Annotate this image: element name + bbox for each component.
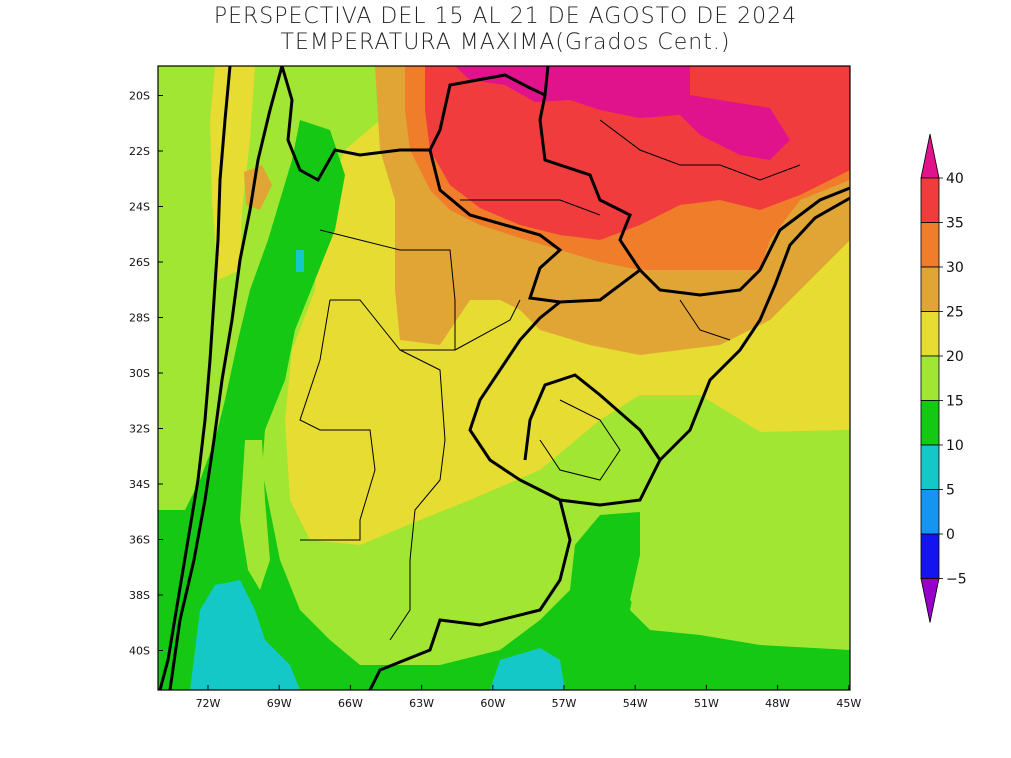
lat-label: 36S: [129, 534, 150, 547]
lat-label: 32S: [129, 423, 150, 436]
lat-label: 28S: [129, 312, 150, 325]
colorbar-label: −5: [946, 572, 967, 588]
lat-label: 26S: [129, 256, 150, 269]
temperature-field: [158, 66, 850, 690]
map-title: PERSPECTIVA DEL 15 AL 21 DE AGOSTO DE 20…: [213, 4, 798, 29]
colorbar-segment: [920, 177, 940, 223]
colorbar-label: 30: [946, 260, 964, 276]
colorbar-label: 25: [946, 305, 964, 321]
colorbar-segment: [920, 533, 940, 579]
lat-label: 24S: [129, 201, 150, 214]
colorbar-label: 35: [946, 216, 964, 232]
colorbar-label: 0: [946, 527, 955, 543]
colorbar-label: 40: [946, 171, 964, 187]
colorbar-segment: [920, 355, 940, 401]
lon-label: 66W: [338, 697, 363, 710]
lat-label: 34S: [129, 478, 150, 491]
lon-label: 57W: [552, 697, 577, 710]
longitude-axis: 72W 69W 66W 63W 60W 57W 54W 51W 48W 45W: [196, 685, 861, 710]
colorbar-bottom-triangle: [920, 578, 940, 623]
lon-label: 60W: [480, 697, 505, 710]
colorbar-segment: [920, 400, 940, 446]
colorbar-segment: [920, 311, 940, 357]
lat-label: 30S: [129, 367, 150, 380]
latitude-axis: 20S 22S 24S 26S 28S 30S 32S 34S 36S 38S 40S: [129, 90, 163, 658]
colorbar-segment: [920, 444, 940, 490]
borders: [158, 66, 850, 690]
lon-label: 72W: [196, 697, 221, 710]
map-frame: [157, 65, 851, 691]
lon-label: 69W: [267, 697, 292, 710]
lon-label: 45W: [836, 697, 861, 710]
colorbar-label: 15: [946, 394, 964, 410]
colorbar-top-triangle: [920, 133, 940, 179]
map-subtitle: TEMPERATURA MAXIMA(Grados Cent.): [280, 30, 731, 55]
lon-label: 54W: [623, 697, 648, 710]
lon-label: 51W: [694, 697, 719, 710]
colorbar-legend: 40 35 30 25 20 15 10 5 0 −5: [920, 133, 967, 623]
lat-label: 22S: [129, 145, 150, 158]
colorbar-segment: [920, 266, 940, 312]
lat-label: 20S: [129, 90, 150, 103]
lat-label: 40S: [129, 645, 150, 658]
colorbar-label: 20: [946, 349, 964, 365]
colorbar-label: 10: [946, 438, 964, 454]
colorbar-segment: [920, 489, 940, 535]
lon-label: 48W: [765, 697, 790, 710]
lon-label: 63W: [409, 697, 434, 710]
colorbar-label: 5: [946, 483, 955, 499]
lat-label: 38S: [129, 589, 150, 602]
colorbar-segment: [920, 222, 940, 268]
